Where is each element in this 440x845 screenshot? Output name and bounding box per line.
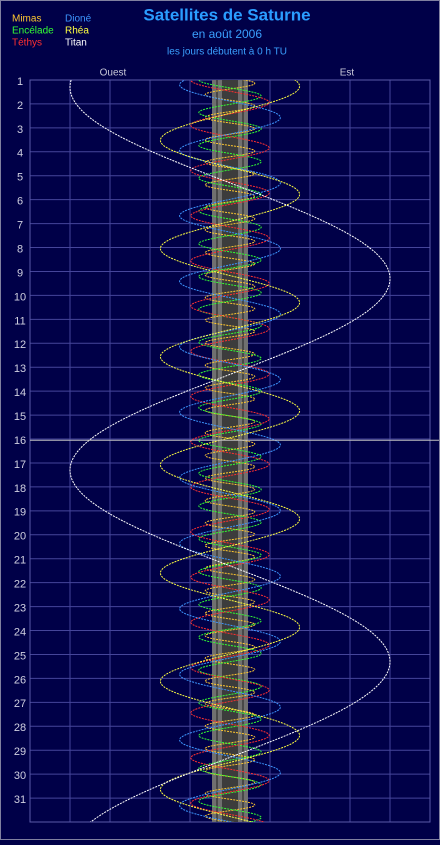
orbit-curve bbox=[190, 80, 270, 822]
chart-title: Satellites de Saturne bbox=[143, 5, 310, 24]
orbit-curve bbox=[204, 80, 256, 822]
y-tick-label: 4 bbox=[17, 148, 23, 160]
y-tick-label: 7 bbox=[17, 220, 23, 232]
y-tick-label: 10 bbox=[14, 291, 26, 303]
y-tick-label: 21 bbox=[14, 555, 26, 567]
orbit-curve bbox=[69, 80, 391, 822]
y-tick-label: 11 bbox=[14, 315, 25, 327]
y-tick-label: 25 bbox=[14, 650, 26, 662]
y-tick-label: 12 bbox=[14, 339, 26, 351]
y-tick-label: 22 bbox=[14, 579, 26, 591]
legend-entry: Téthys bbox=[12, 38, 42, 49]
y-tick-label: 29 bbox=[14, 746, 26, 758]
legend-entry: Titan bbox=[65, 38, 87, 49]
y-tick-label: 20 bbox=[14, 531, 26, 543]
west-label: Ouest bbox=[100, 68, 127, 79]
orbit-curve bbox=[159, 80, 301, 822]
y-tick-label: 24 bbox=[14, 626, 26, 638]
y-tick-label: 13 bbox=[14, 363, 26, 375]
y-tick-label: 5 bbox=[17, 172, 23, 184]
y-tick-label: 30 bbox=[14, 770, 26, 782]
y-tick-label: 2 bbox=[17, 100, 23, 112]
east-label: Est bbox=[340, 68, 355, 79]
orbit-curve bbox=[179, 80, 281, 822]
y-tick-label: 31 bbox=[14, 794, 26, 806]
y-tick-label: 3 bbox=[17, 124, 23, 136]
legend-entry: Rhéa bbox=[65, 26, 89, 37]
y-tick-label: 27 bbox=[14, 698, 26, 710]
chart-note: les jours débutent à 0 h TU bbox=[167, 47, 287, 58]
y-tick-label: 15 bbox=[14, 411, 26, 423]
y-tick-label: 9 bbox=[17, 267, 23, 279]
legend-entry: Encélade bbox=[12, 26, 54, 37]
y-tick-label: 14 bbox=[14, 387, 26, 399]
y-tick-label: 1 bbox=[17, 76, 23, 88]
y-tick-label: 6 bbox=[17, 196, 23, 208]
legend-entry: Mimas bbox=[12, 14, 41, 25]
orbits bbox=[69, 80, 391, 822]
y-tick-label: 23 bbox=[14, 602, 26, 614]
legend-entry: Dioné bbox=[65, 14, 92, 25]
y-tick-label: 26 bbox=[14, 674, 26, 686]
y-tick-label: 28 bbox=[14, 722, 26, 734]
y-tick-label: 19 bbox=[14, 507, 26, 519]
labels: 1234567891011121314151617181920212223242… bbox=[12, 14, 439, 806]
y-tick-label: 17 bbox=[14, 459, 26, 471]
y-tick-label: 16 bbox=[14, 435, 26, 447]
y-tick-label: 18 bbox=[14, 483, 26, 495]
y-tick-label: 8 bbox=[17, 243, 23, 255]
chart-subtitle: en août 2006 bbox=[192, 27, 262, 41]
